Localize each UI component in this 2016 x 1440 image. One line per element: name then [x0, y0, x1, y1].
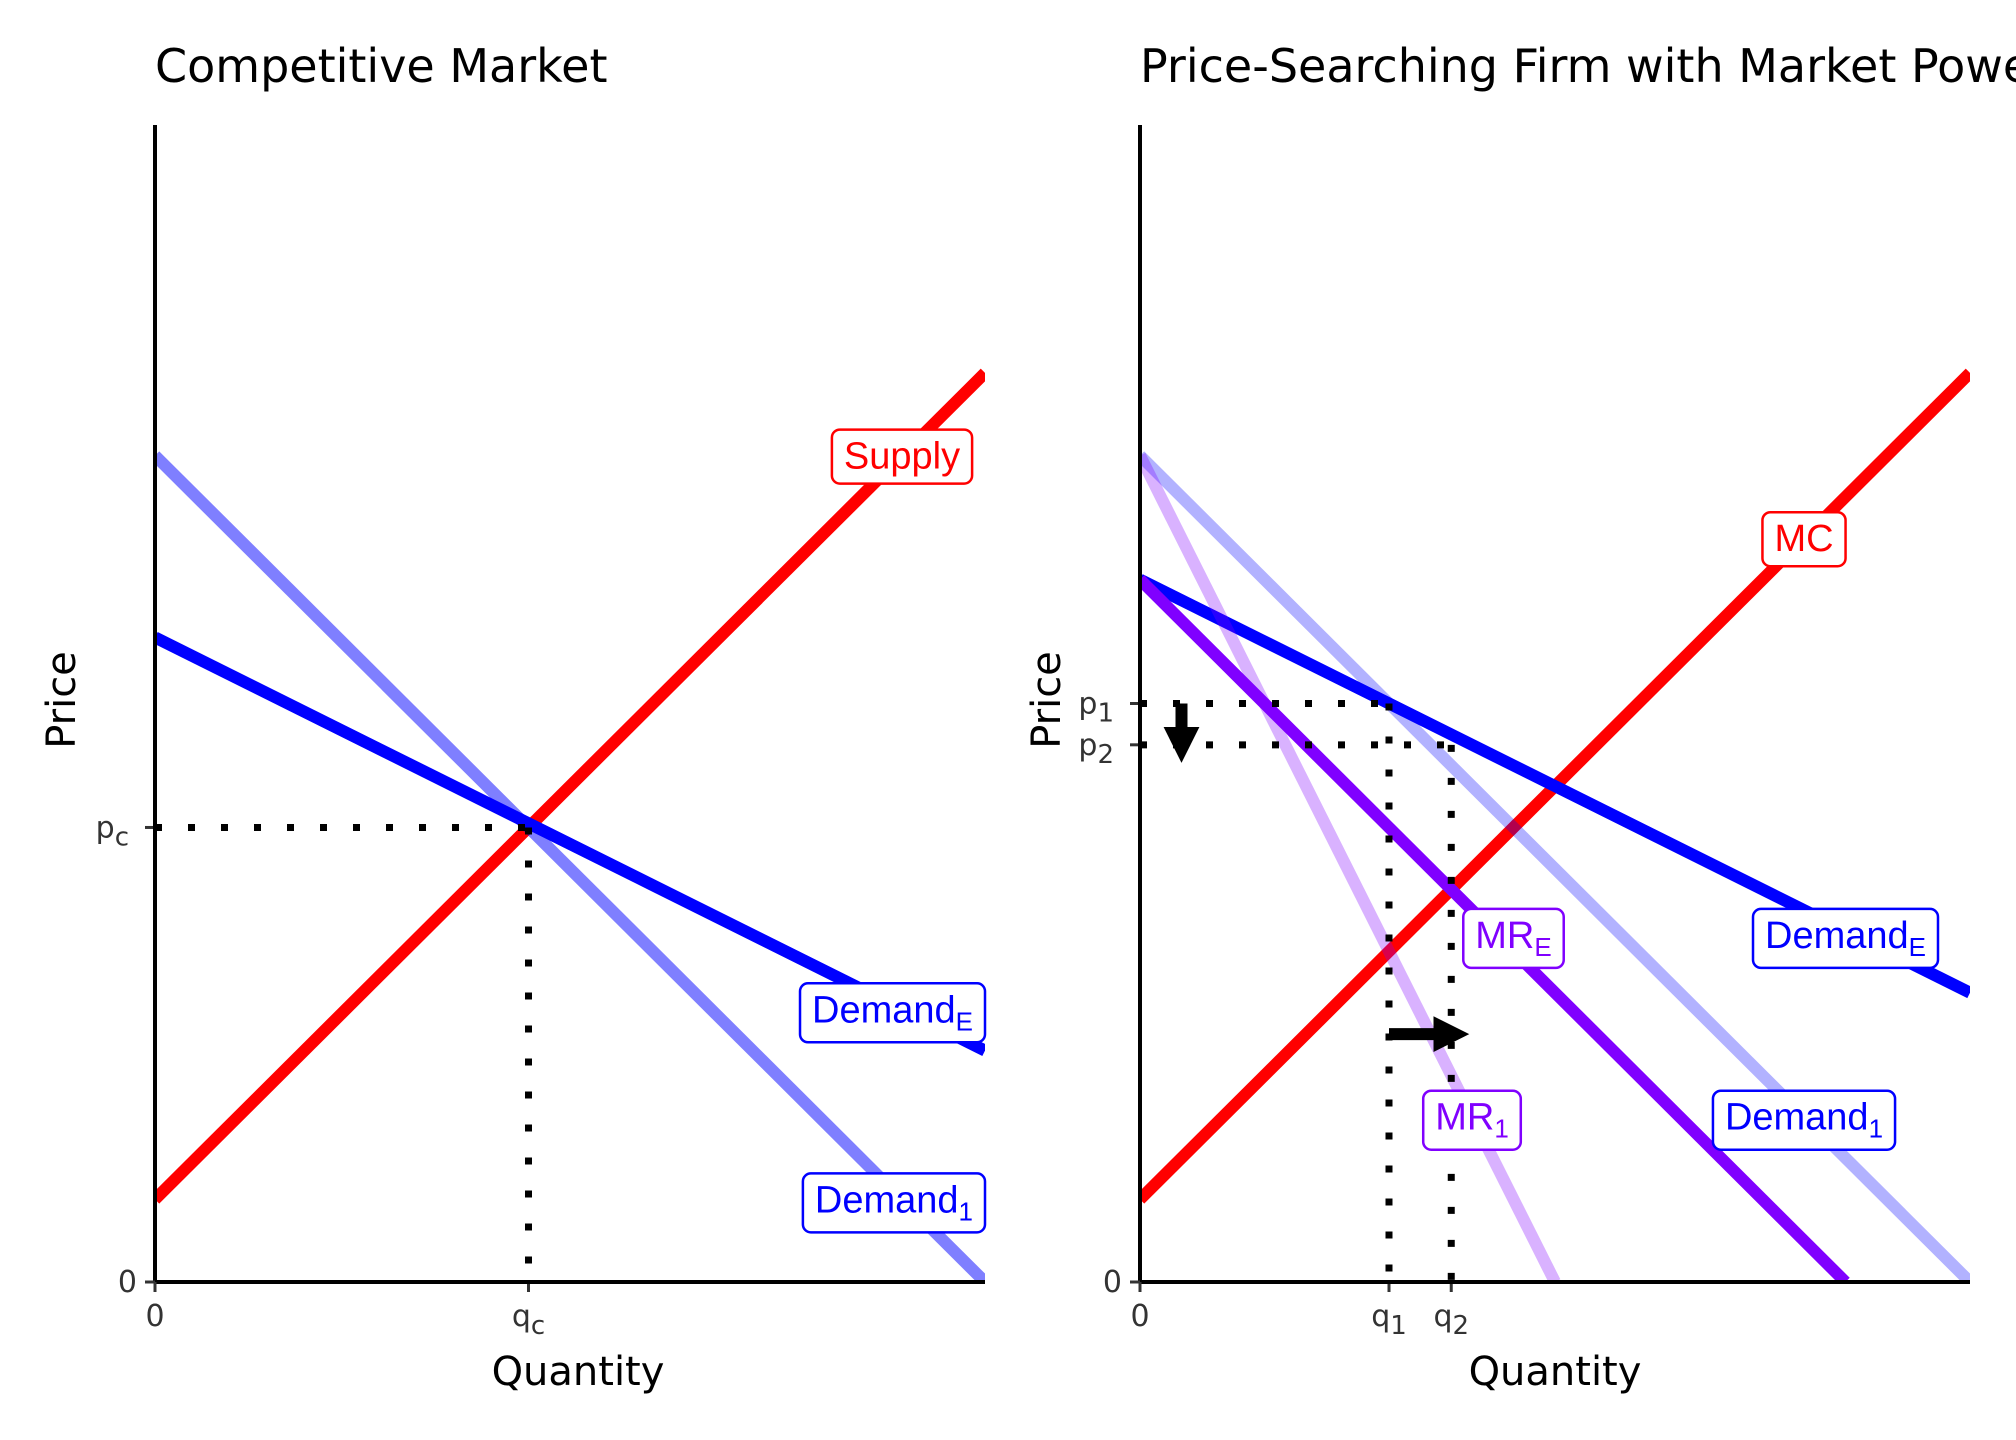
x-tick-label: qc: [512, 1299, 545, 1341]
y-tick-label: pc: [96, 810, 129, 852]
demand-1-label: Demand1: [1711, 1089, 1897, 1151]
series-layer: [155, 368, 985, 1282]
mr-1-label: MR1: [1421, 1089, 1523, 1151]
y-axis-label: Price: [1024, 651, 1070, 749]
svg-text:DemandE: DemandE: [1765, 915, 1926, 962]
demand-1-label: Demand1: [801, 1172, 987, 1234]
label-layer: MC DemandE Demand1 MRE MR1: [1163, 510, 1940, 1151]
panel-title: Competitive Market: [155, 39, 607, 93]
panel-title: Price-Searching Firm with Market Power: [1140, 39, 2016, 93]
x-tick-label: 0: [1130, 1299, 1149, 1334]
y-tick-label: p1: [1078, 687, 1114, 729]
mr-1-line: [1140, 452, 1561, 1282]
x-axis-label: Quantity: [492, 1349, 665, 1395]
mc-label: MC: [1761, 510, 1847, 568]
x-tick-label: q2: [1433, 1299, 1469, 1341]
y-axis-label: Price: [39, 651, 85, 749]
guide-layer: [1140, 700, 1455, 1282]
mr-e-label: MRE: [1462, 907, 1565, 970]
axis-layer: qc pc 00: [96, 125, 985, 1341]
guide-layer: [155, 823, 532, 1282]
demand-e-line: [155, 632, 985, 1056]
x-axis-label: Quantity: [1469, 1349, 1642, 1395]
svg-text:Demand1: Demand1: [815, 1179, 973, 1226]
price-searching-firm-panel: Price-Searching Firm with Market Power Q…: [1024, 39, 2016, 1395]
demand-e-label: DemandE: [798, 982, 987, 1044]
axis-layer: q1 p1 q2 p2 00: [1078, 125, 1970, 1341]
y-tick-label: 0: [1103, 1265, 1122, 1300]
svg-text:Supply: Supply: [844, 436, 960, 478]
x-tick-label: 0: [145, 1299, 164, 1334]
demand-1-line: [1140, 451, 1970, 1282]
y-tick-label: 0: [118, 1265, 137, 1300]
svg-text:Demand1: Demand1: [1725, 1097, 1883, 1144]
supply-line: [155, 368, 985, 1204]
demand-e-label: DemandE: [1751, 907, 1940, 970]
competitive-market-panel: Competitive Market Quantity Price qc pc 00…: [39, 39, 987, 1395]
label-layer: Supply DemandE Demand1: [798, 428, 987, 1234]
demand-1-line: [155, 451, 985, 1282]
svg-text:MRE: MRE: [1475, 915, 1551, 962]
supply-label: Supply: [830, 428, 974, 485]
svg-text:MC: MC: [1774, 518, 1833, 560]
y-tick-label: p2: [1078, 728, 1114, 770]
x-tick-label: q1: [1371, 1299, 1407, 1341]
svg-text:DemandE: DemandE: [812, 989, 973, 1036]
